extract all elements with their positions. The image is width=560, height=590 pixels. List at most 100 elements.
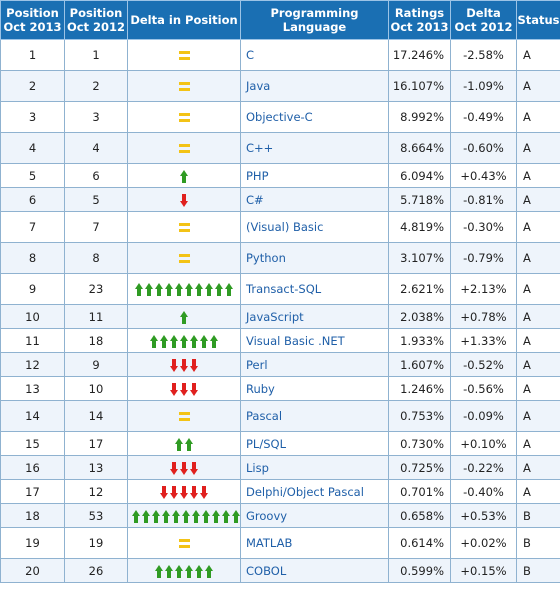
up-arrow-icon — [169, 334, 179, 348]
language-link[interactable]: Visual Basic .NET — [240, 328, 389, 353]
up-arrow-icon — [179, 334, 189, 348]
position-2012-cell: 3 — [64, 101, 128, 133]
down-arrow-icon — [189, 461, 199, 475]
equal-icon — [178, 254, 190, 263]
table-row: 20 26 COBOL 0.599% +0.15% B — [0, 558, 560, 583]
table-row: 6 5 C# 5.718% -0.81% A — [0, 187, 560, 212]
language-link[interactable]: Pascal — [240, 400, 389, 432]
delta-position-cell — [127, 70, 241, 102]
language-link[interactable]: Transact-SQL — [240, 273, 389, 305]
language-link[interactable]: (Visual) Basic — [240, 211, 389, 243]
position-2013-cell: 1 — [0, 39, 65, 71]
language-link[interactable]: MATLAB — [240, 527, 389, 559]
up-arrow-icon — [181, 509, 191, 523]
delta-position-cell — [127, 132, 241, 164]
language-link[interactable]: C# — [240, 187, 389, 212]
down-arrow-icon — [169, 358, 179, 372]
delta-rating-cell: +0.15% — [450, 558, 517, 583]
position-2012-cell: 11 — [64, 304, 128, 329]
header-status: Status — [516, 0, 560, 40]
language-link[interactable]: C++ — [240, 132, 389, 164]
down-arrow-icon — [179, 382, 189, 396]
delta-position-cell — [127, 431, 241, 456]
table-row: 12 9 Perl 1.607% -0.52% A — [0, 352, 560, 377]
up-arrow-icon — [189, 334, 199, 348]
down-arrow-icon — [169, 485, 179, 499]
status-cell: A — [516, 273, 560, 305]
up-arrow-icon — [154, 564, 164, 578]
up-arrow-icon — [231, 509, 240, 523]
language-link[interactable]: Groovy — [240, 503, 389, 528]
position-2012-cell: 14 — [64, 400, 128, 432]
status-cell: A — [516, 70, 560, 102]
position-2012-cell: 6 — [64, 163, 128, 188]
table-row: 10 11 JavaScript 2.038% +0.78% A — [0, 304, 560, 329]
language-link[interactable]: Perl — [240, 352, 389, 377]
position-2012-cell: 8 — [64, 242, 128, 274]
status-cell: B — [516, 558, 560, 583]
rating-cell: 5.718% — [388, 187, 451, 212]
table-row: 9 23 Transact-SQL 2.621% +2.13% A — [0, 273, 560, 305]
table-row: 14 14 Pascal 0.753% -0.09% A — [0, 400, 560, 432]
delta-rating-cell: +0.43% — [450, 163, 517, 188]
up-arrow-icon — [194, 564, 204, 578]
position-2013-cell: 7 — [0, 211, 65, 243]
language-link[interactable]: Lisp — [240, 455, 389, 480]
up-arrow-icon — [201, 509, 211, 523]
language-link[interactable]: Ruby — [240, 376, 389, 401]
delta-rating-cell: +0.78% — [450, 304, 517, 329]
up-arrow-icon — [159, 334, 169, 348]
language-link[interactable]: JavaScript — [240, 304, 389, 329]
down-arrow-icon — [169, 382, 179, 396]
table-row: 3 3 Objective-C 8.992% -0.49% A — [0, 101, 560, 133]
status-cell: B — [516, 503, 560, 528]
down-arrow-icon — [189, 485, 199, 499]
down-arrow-icon — [169, 461, 179, 475]
up-arrow-icon — [141, 509, 151, 523]
position-2012-cell: 12 — [64, 479, 128, 504]
language-link[interactable]: Delphi/Object Pascal — [240, 479, 389, 504]
delta-position-cell — [127, 558, 241, 583]
table-row: 1 1 C 17.246% -2.58% A — [0, 39, 560, 71]
up-arrow-icon — [131, 509, 141, 523]
up-arrow-icon — [149, 334, 159, 348]
up-arrow-icon — [211, 509, 221, 523]
header-delta-2012: Delta Oct 2012 — [450, 0, 517, 40]
status-cell: A — [516, 242, 560, 274]
position-2013-cell: 4 — [0, 132, 65, 164]
up-arrow-icon — [204, 564, 214, 578]
position-2012-cell: 26 — [64, 558, 128, 583]
language-link[interactable]: COBOL — [240, 558, 389, 583]
table-row: 8 8 Python 3.107% -0.79% A — [0, 242, 560, 274]
position-2013-cell: 5 — [0, 163, 65, 188]
delta-rating-cell: -0.30% — [450, 211, 517, 243]
status-cell: A — [516, 163, 560, 188]
rating-cell: 4.819% — [388, 211, 451, 243]
up-arrow-icon — [184, 283, 194, 296]
language-link[interactable]: Python — [240, 242, 389, 274]
up-arrow-icon — [221, 509, 231, 523]
status-cell: A — [516, 187, 560, 212]
language-link[interactable]: PHP — [240, 163, 389, 188]
position-2013-cell: 12 — [0, 352, 65, 377]
position-2012-cell: 18 — [64, 328, 128, 353]
position-2013-cell: 8 — [0, 242, 65, 274]
position-2013-cell: 17 — [0, 479, 65, 504]
language-link[interactable]: Java — [240, 70, 389, 102]
language-link[interactable]: C — [240, 39, 389, 71]
delta-rating-cell: -0.09% — [450, 400, 517, 432]
header-position-2012: Position Oct 2012 — [64, 0, 128, 40]
delta-position-cell — [127, 503, 241, 528]
delta-position-cell — [127, 273, 241, 305]
delta-position-cell — [127, 242, 241, 274]
status-cell: A — [516, 328, 560, 353]
status-cell: B — [516, 527, 560, 559]
delta-rating-cell: +0.10% — [450, 431, 517, 456]
language-link[interactable]: Objective-C — [240, 101, 389, 133]
language-link[interactable]: PL/SQL — [240, 431, 389, 456]
table-row: 11 18 Visual Basic .NET 1.933% +1.33% A — [0, 328, 560, 353]
delta-rating-cell: -0.79% — [450, 242, 517, 274]
status-cell: A — [516, 304, 560, 329]
position-2012-cell: 23 — [64, 273, 128, 305]
